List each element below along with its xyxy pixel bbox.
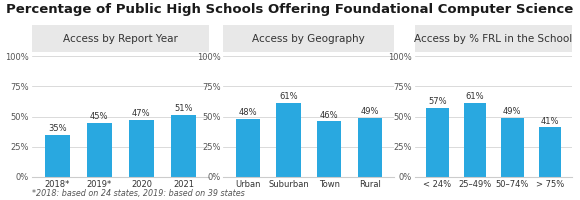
- Bar: [317, 121, 342, 177]
- Bar: [171, 115, 196, 177]
- Bar: [45, 135, 70, 177]
- Text: 35%: 35%: [48, 124, 67, 133]
- Bar: [276, 103, 300, 177]
- Text: *2018: based on 24 states, 2019: based on 39 states: *2018: based on 24 states, 2019: based o…: [32, 189, 245, 198]
- Text: 49%: 49%: [361, 107, 379, 116]
- Text: 45%: 45%: [90, 112, 108, 121]
- Bar: [358, 118, 382, 177]
- Bar: [235, 119, 260, 177]
- Text: 57%: 57%: [428, 97, 447, 106]
- Text: 61%: 61%: [466, 92, 484, 101]
- Bar: [86, 123, 112, 177]
- Text: 47%: 47%: [132, 109, 151, 118]
- Text: Access by % FRL in the School: Access by % FRL in the School: [415, 33, 572, 44]
- Text: Access by Report Year: Access by Report Year: [63, 33, 178, 44]
- Text: 51%: 51%: [174, 104, 193, 113]
- Text: 49%: 49%: [503, 107, 521, 116]
- Text: 46%: 46%: [320, 111, 339, 120]
- Bar: [501, 118, 524, 177]
- Bar: [426, 108, 448, 177]
- Text: 48%: 48%: [238, 108, 257, 117]
- Text: Access by Geography: Access by Geography: [252, 33, 365, 44]
- Text: Percentage of Public High Schools Offering Foundational Computer Science: Percentage of Public High Schools Offeri…: [6, 3, 574, 16]
- Bar: [129, 120, 154, 177]
- Bar: [539, 127, 561, 177]
- Text: 41%: 41%: [541, 117, 559, 126]
- Text: 61%: 61%: [279, 92, 298, 101]
- Bar: [463, 103, 486, 177]
